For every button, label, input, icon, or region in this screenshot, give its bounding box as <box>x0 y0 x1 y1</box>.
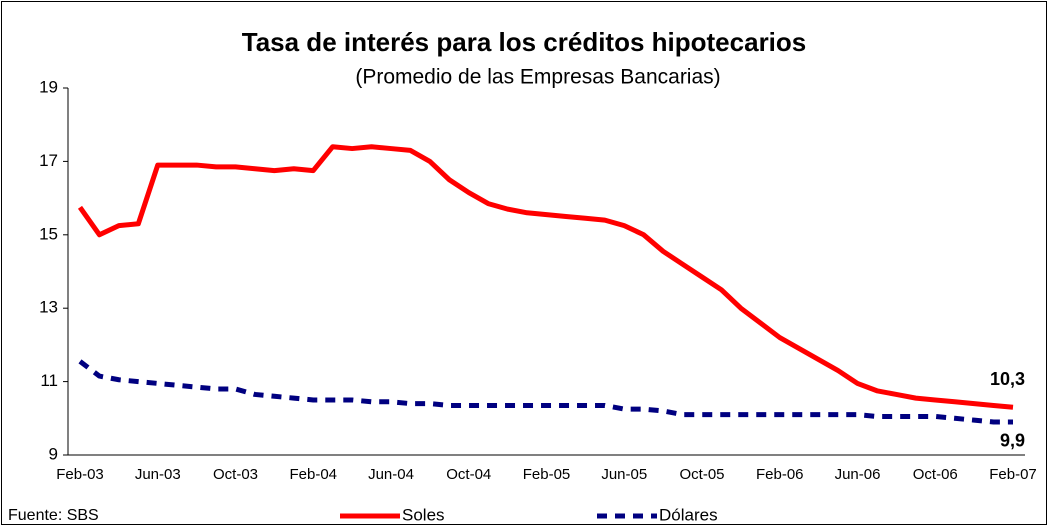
x-tick-label: Feb-04 <box>289 466 337 483</box>
y-tick-label: 11 <box>40 371 58 390</box>
x-tick-label: Feb-03 <box>56 466 104 483</box>
y-tick-label: 17 <box>39 151 58 170</box>
x-tick-label: Jun-04 <box>368 466 414 483</box>
x-tick-label: Jun-06 <box>835 466 881 483</box>
legend-label: Dólares <box>659 505 718 524</box>
x-tick-label: Feb-05 <box>523 466 571 483</box>
data-line <box>78 359 1013 425</box>
x-tick-label: Oct-05 <box>679 466 724 483</box>
chart-subtitle: (Promedio de las Empresas Bancarias) <box>355 66 720 89</box>
data-label: 10,3 <box>990 369 1025 389</box>
y-tick-label: 13 <box>39 298 58 317</box>
legend-label: Soles <box>402 505 445 524</box>
x-tick-label: Oct-04 <box>446 466 491 483</box>
data-label: 9,9 <box>1000 431 1025 451</box>
chart-title: Tasa de interés para los créditos hipote… <box>242 27 807 57</box>
y-tick-label: 15 <box>39 224 58 243</box>
x-tick-label: Jun-03 <box>135 466 181 483</box>
y-tick-label: 9 <box>49 444 58 463</box>
x-tick-label: Oct-06 <box>913 466 958 483</box>
x-tick-label: Feb-07 <box>989 466 1037 483</box>
x-tick-label: Jun-05 <box>601 466 647 483</box>
source-note: Fuente: SBS <box>8 507 99 524</box>
x-tick-label: Oct-03 <box>213 466 258 483</box>
x-tick-label: Feb-06 <box>756 466 804 483</box>
y-tick-label: 19 <box>39 77 58 96</box>
data-line <box>77 144 1014 410</box>
